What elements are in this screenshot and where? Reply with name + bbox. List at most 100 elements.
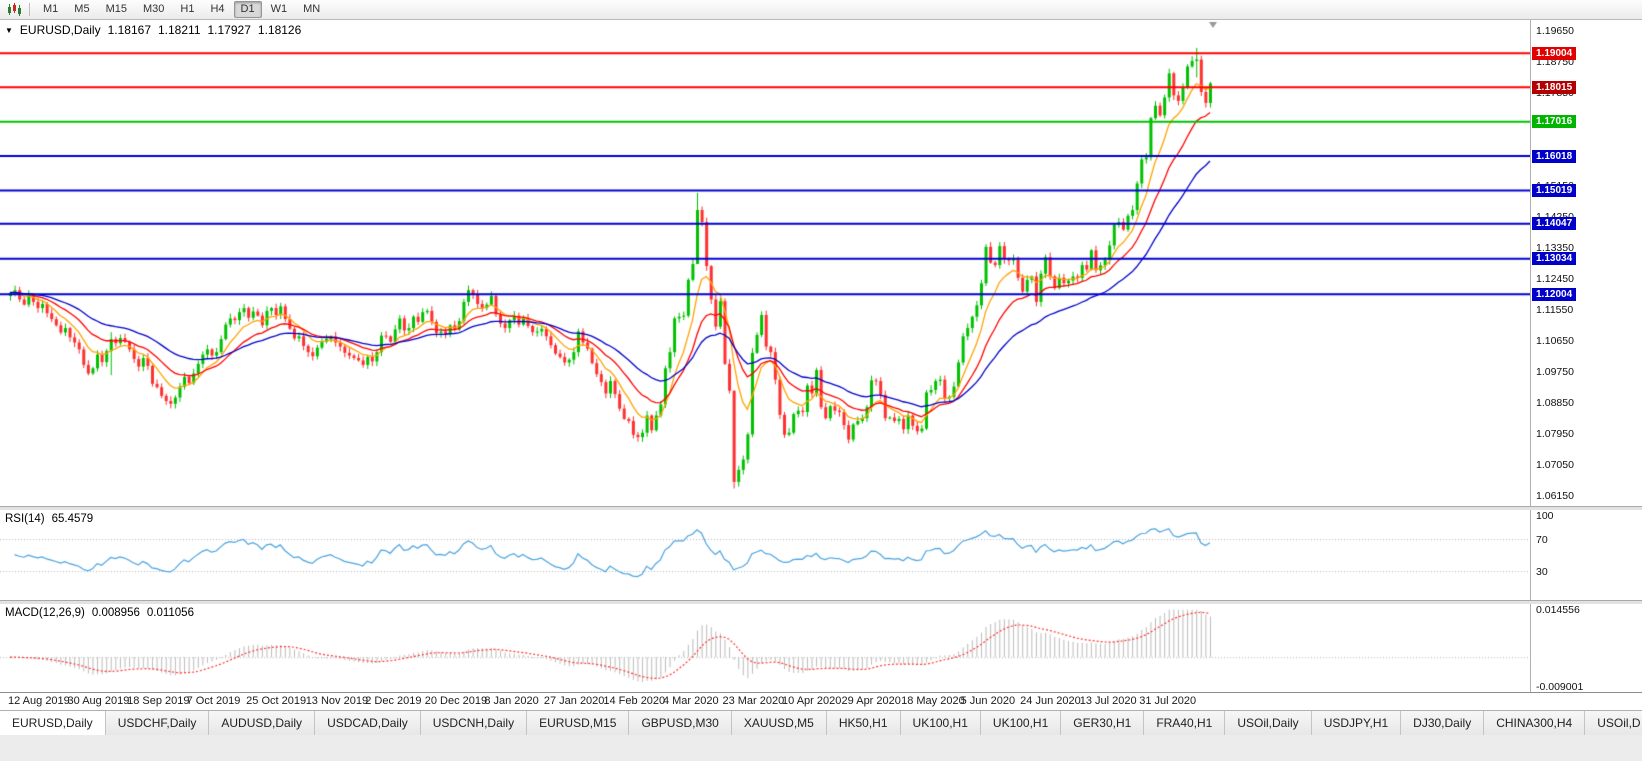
chart-tab-gbpusd-m30[interactable]: GBPUSD,M30 xyxy=(629,711,732,735)
date-axis-label: 25 Oct 2019 xyxy=(246,695,307,707)
date-axis-label: 14 Feb 2020 xyxy=(603,695,666,707)
macd-info-row: MACD(12,26,9) 0.008956 0.011056 xyxy=(5,607,194,619)
date-axis-label: 31 Jul 2020 xyxy=(1139,695,1197,707)
date-axis-label: 5 Jun 2020 xyxy=(960,695,1016,707)
chart-tab-usdcnh-daily[interactable]: USDCNH,Daily xyxy=(420,711,528,735)
macd-scale-label: 0.014556 xyxy=(1536,604,1580,616)
price-scale-label: 1.07050 xyxy=(1536,458,1574,471)
price-scale-label: 1.10650 xyxy=(1536,334,1574,347)
date-axis-label: 4 Mar 2020 xyxy=(662,695,719,707)
price-scale-label: 1.19650 xyxy=(1536,25,1574,37)
rsi-scale: 100 70 30 xyxy=(1530,510,1642,600)
timeframe-button-M1[interactable]: M1 xyxy=(43,3,59,15)
ohlc-high: 1.18211 xyxy=(158,23,201,37)
price-scale-label: 1.09750 xyxy=(1536,365,1574,378)
rsi-scale-label: 100 xyxy=(1536,510,1554,522)
date-axis-label: 8 Jan 2020 xyxy=(484,695,539,707)
panel-separator[interactable] xyxy=(0,600,1642,604)
chart-tab-usdjpy-h1[interactable]: USDJPY,H1 xyxy=(1311,711,1402,735)
chart-tab-hk50-h1[interactable]: HK50,H1 xyxy=(826,711,901,735)
date-axis-label: 29 Apr 2020 xyxy=(841,695,901,707)
rsi-scale-label: 70 xyxy=(1536,534,1548,546)
timeframe-button-W1[interactable]: W1 xyxy=(270,3,288,15)
macd-main-value: 0.008956 xyxy=(91,607,140,619)
price-scale-label: 1.07950 xyxy=(1536,427,1574,440)
macd-scale-label: -0.009001 xyxy=(1536,681,1584,692)
timeframe-button-H4[interactable]: H4 xyxy=(210,3,225,15)
chart-tab-usoil-d[interactable]: USOil,D xyxy=(1585,711,1642,735)
price-line-badge: 1.16018 xyxy=(1532,149,1577,163)
chart-window: ▼ EURUSD,Daily 1.18167 1.18211 1.17927 1… xyxy=(0,20,1642,710)
macd-panel: MACD(12,26,9) 0.008956 0.011056 0.014556… xyxy=(0,604,1642,692)
chart-tab-ger30-h1[interactable]: GER30,H1 xyxy=(1061,711,1145,735)
ohlc-open: 1.18167 xyxy=(107,23,151,37)
timeframe-toolbar: M1 M5 M15 M30 H1 H4 D1 W1 MN xyxy=(0,0,1642,20)
chart-tab-dj30-daily[interactable]: DJ30,Daily xyxy=(1401,711,1485,735)
date-axis-label: 7 Oct 2019 xyxy=(186,695,241,707)
date-axis-label: 13 Jul 2020 xyxy=(1079,695,1137,707)
price-line-badge: 1.18015 xyxy=(1532,80,1577,94)
rsi-label: RSI(14) xyxy=(5,513,45,525)
timeframe-button-H1[interactable]: H1 xyxy=(180,3,195,15)
chart-tab-usdcad-daily[interactable]: USDCAD,Daily xyxy=(315,711,421,735)
chart-tab-xauusd-m5[interactable]: XAUUSD,M5 xyxy=(731,711,827,735)
timeframe-buttons: M1 M5 M15 M30 H1 H4 D1 W1 MN xyxy=(35,1,328,18)
ohlc-info-row: ▼ EURUSD,Daily 1.18167 1.18211 1.17927 1… xyxy=(5,23,301,37)
chart-icon[interactable] xyxy=(4,2,24,18)
chart-tab-china300-h4[interactable]: CHINA300,H4 xyxy=(1484,711,1586,735)
main-chart-canvas[interactable] xyxy=(0,20,1530,506)
timeframe-button-M30[interactable]: M30 xyxy=(142,3,165,15)
price-scale-label: 1.12450 xyxy=(1536,272,1574,285)
chart-tab-fra40-h1[interactable]: FRA40,H1 xyxy=(1144,711,1226,735)
chart-tab-usdchf-daily[interactable]: USDCHF,Daily xyxy=(105,711,210,735)
chart-tab-eurusd-daily[interactable]: EURUSD,Daily xyxy=(0,711,106,735)
macd-canvas[interactable] xyxy=(0,604,1530,692)
chart-tab-uk100-h1[interactable]: UK100,H1 xyxy=(980,711,1062,735)
date-axis-label: 23 Mar 2020 xyxy=(722,695,785,707)
date-axis-label: 27 Jan 2020 xyxy=(543,695,605,707)
macd-label: MACD(12,26,9) xyxy=(5,607,85,619)
chart-tab-bar: EURUSD,Daily USDCHF,Daily AUDUSD,Daily USDC… xyxy=(0,710,1642,735)
chart-tab-uk100-h1[interactable]: UK100,H1 xyxy=(900,711,981,735)
timeframe-button-M15[interactable]: M15 xyxy=(105,3,127,15)
price-line-badge: 1.19004 xyxy=(1532,46,1577,60)
rsi-canvas[interactable] xyxy=(0,510,1530,600)
main-price-scale: 1.196501.187501.178501.169501.160501.151… xyxy=(1530,20,1642,506)
macd-scale: 0.014556 -0.009001 xyxy=(1530,604,1642,692)
price-scale-label: 1.11550 xyxy=(1536,303,1574,316)
candlestick-glyph xyxy=(8,3,21,16)
price-line-badge: 1.15019 xyxy=(1532,183,1577,197)
timeframe-button-M5[interactable]: M5 xyxy=(74,3,90,15)
timeframe-button-D1[interactable]: D1 xyxy=(233,1,262,18)
chart-tab-usoil-daily[interactable]: USOil,Daily xyxy=(1225,711,1312,735)
main-chart-panel: ▼ EURUSD,Daily 1.18167 1.18211 1.17927 1… xyxy=(0,20,1642,506)
date-axis-label: 12 Aug 2019 xyxy=(8,695,70,707)
date-axis[interactable]: 12 Aug 2019 30 Aug 2019 18 Sep 2019 7 Oct 2… xyxy=(0,692,1642,710)
panel-separator[interactable] xyxy=(0,506,1642,510)
rsi-value: 65.4579 xyxy=(51,513,94,525)
bottom-strip xyxy=(0,735,1642,761)
date-axis-label: 18 Sep 2019 xyxy=(127,695,190,707)
price-scale-label: 1.08850 xyxy=(1536,396,1574,409)
price-line-badge: 1.13034 xyxy=(1532,252,1577,266)
ohlc-low: 1.17927 xyxy=(207,23,251,37)
rsi-scale-label: 30 xyxy=(1536,566,1548,578)
date-axis-label: 18 May 2020 xyxy=(901,695,965,707)
date-axis-label: 20 Dec 2019 xyxy=(424,695,488,707)
toolbar-separator xyxy=(29,3,30,16)
price-line-badge: 1.14047 xyxy=(1532,217,1577,231)
date-axis-label: 2 Dec 2019 xyxy=(365,695,422,707)
chart-tab-eurusd-m15[interactable]: EURUSD,M15 xyxy=(527,711,630,735)
timeframe-button-MN[interactable]: MN xyxy=(303,3,321,15)
rsi-info-row: RSI(14) 65.4579 xyxy=(5,513,93,525)
price-line-badge: 1.17016 xyxy=(1532,115,1577,129)
symbol-dropdown-icon[interactable]: ▼ xyxy=(5,25,13,35)
price-scale-label: 1.06150 xyxy=(1536,489,1574,502)
date-axis-label: 24 Jun 2020 xyxy=(1020,695,1081,707)
price-scale-label: 1.13350 xyxy=(1536,241,1574,254)
macd-signal-value: 0.011056 xyxy=(146,607,194,619)
price-line-badge: 1.12004 xyxy=(1532,287,1577,301)
chart-tab-audusd-daily[interactable]: AUDUSD,Daily xyxy=(209,711,316,735)
date-axis-label: 10 Apr 2020 xyxy=(782,695,842,707)
